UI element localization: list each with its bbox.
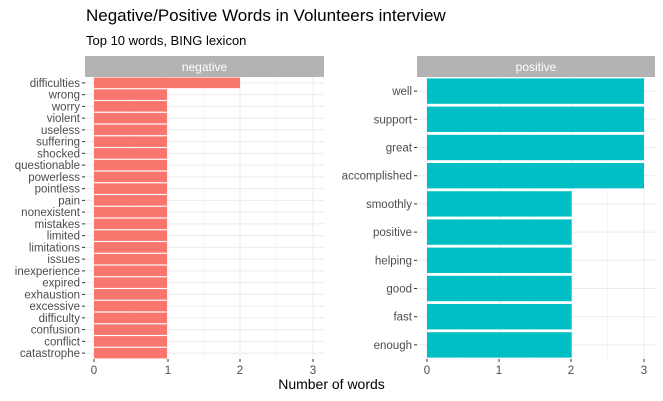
bar-limitations (94, 242, 167, 253)
bar-questionable (94, 159, 167, 171)
bar-fast (427, 304, 572, 330)
bar-issues (94, 253, 167, 265)
chart-title: Negative/Positive Words in Volunteers in… (86, 6, 446, 25)
y-tick-label: excessive (30, 301, 81, 313)
facet-strip (85, 56, 324, 77)
y-tick-label: issues (47, 254, 80, 266)
y-tick-label: well (391, 86, 412, 98)
x-tick-label: 2 (568, 365, 574, 377)
bar-smoothly (427, 191, 572, 217)
y-tick-label: worry (51, 101, 80, 113)
y-tick-label: fast (393, 312, 412, 324)
facet-panel-positive: positive well support great accomplished smoo… (342, 56, 655, 377)
bar-great (427, 134, 644, 161)
y-tick-label: limited (47, 231, 80, 243)
y-tick-label: expired (42, 278, 80, 290)
y-tick-label: catastrophe (20, 348, 80, 360)
y-tick-label: questionable (15, 160, 80, 172)
facet-label: positive (516, 60, 557, 74)
bar-limited (94, 230, 167, 241)
bar-enough (427, 332, 572, 358)
y-tick-label: enough (374, 340, 412, 352)
plot-background (85, 77, 324, 359)
bar-mistakes (94, 218, 167, 230)
y-tick-label: positive (373, 227, 412, 239)
x-tick-label: 0 (424, 365, 430, 377)
bar-powerless (94, 171, 167, 183)
y-tick-label: accomplished (342, 171, 412, 183)
x-tick-label: 1 (165, 365, 171, 377)
y-tick-label: good (386, 284, 412, 296)
bar-helping (427, 247, 572, 273)
y-tick-label: exhaustion (24, 289, 80, 301)
bar-excessive (94, 300, 167, 312)
y-tick-label: nonexistent (21, 207, 81, 219)
x-tick-label: 2 (237, 365, 243, 377)
bar-expired (94, 277, 167, 288)
bar-shocked (94, 148, 167, 159)
y-tick-label: useless (41, 125, 80, 137)
bar-worry (94, 101, 167, 112)
y-tick-label: shocked (37, 148, 80, 160)
x-tick-label: 3 (641, 365, 647, 377)
x-tick-label: 3 (310, 365, 316, 377)
bar-conflict (94, 336, 167, 347)
bar-good (427, 275, 572, 302)
bar-useless (94, 124, 167, 136)
y-tick-label: pain (58, 195, 80, 207)
y-tick-label: helping (375, 255, 412, 267)
bar-nonexistent (94, 206, 167, 218)
bar-inexperience (94, 265, 167, 277)
bar-confusion (94, 324, 167, 335)
bar-difficulties (94, 77, 240, 89)
bar-positive (427, 219, 572, 245)
y-tick-label: wrong (48, 90, 80, 102)
facet-label: negative (182, 60, 228, 74)
bar-exhaustion (94, 289, 167, 300)
x-axis-label: Number of words (278, 376, 385, 392)
bar-suffering (94, 136, 167, 147)
y-tick-label: inexperience (15, 266, 80, 278)
y-tick-label: suffering (36, 137, 80, 149)
y-tick-label: pointless (35, 184, 81, 196)
bar-catastrophe (94, 347, 167, 359)
facet-strip (417, 56, 655, 77)
y-tick-label: smoothly (366, 199, 412, 211)
bar-pain (94, 195, 167, 206)
y-tick-label: confusion (31, 325, 80, 337)
x-tick-label: 0 (91, 365, 97, 377)
bar-accomplished (427, 163, 644, 189)
bar-support (427, 106, 644, 132)
y-tick-label: limitations (29, 242, 80, 254)
y-tick-label: great (386, 143, 413, 155)
y-tick-label: conflict (44, 336, 81, 348)
y-tick-label: violent (47, 113, 81, 125)
x-tick-label: 1 (496, 365, 502, 377)
bar-pointless (94, 183, 167, 194)
y-tick-label: powerless (28, 172, 80, 184)
bar-violent (94, 112, 167, 124)
y-tick-label: difficulty (39, 313, 81, 325)
bar-difficulty (94, 312, 167, 324)
y-tick-label: difficulties (30, 78, 81, 90)
y-tick-label: mistakes (35, 219, 81, 231)
facet-panel-negative: negative difficultieswrongworryviolentuse… (15, 56, 324, 377)
bar-wrong (94, 89, 167, 100)
y-tick-label: support (374, 114, 413, 126)
bar-well (427, 78, 644, 104)
chart-subtitle: Top 10 words, BING lexicon (86, 33, 247, 48)
